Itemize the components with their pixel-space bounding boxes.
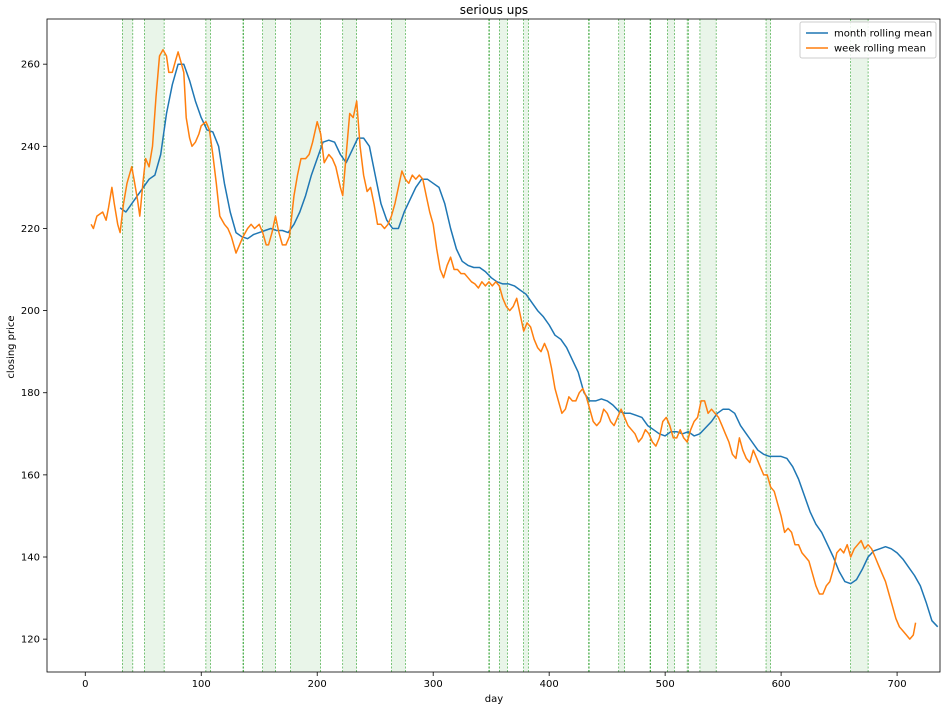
x-tick-label: 500: [656, 679, 675, 690]
y-tick-label: 220: [21, 224, 40, 235]
legend-label-month: month rolling mean: [834, 29, 932, 40]
highlight-span: [699, 19, 717, 672]
highlight-span: [618, 19, 625, 672]
x-tick-label: 0: [82, 679, 88, 690]
highlight-span: [290, 19, 321, 672]
y-tick-label: 200: [21, 306, 40, 317]
highlight-span: [766, 19, 771, 672]
highlight-span: [262, 19, 276, 672]
x-tick-label: 100: [192, 679, 211, 690]
y-tick-label: 180: [21, 388, 40, 399]
highlight-span: [667, 19, 675, 672]
highlight-span: [122, 19, 133, 672]
highlight-span: [850, 19, 869, 672]
series-line-week-rolling-mean: [90, 49, 917, 640]
y-tick-label: 140: [21, 553, 40, 564]
y-axis-label: closing price: [6, 315, 17, 378]
chart-title: serious ups: [460, 3, 528, 17]
legend: month rolling mean week rolling mean: [799, 21, 937, 59]
x-tick-label: 700: [888, 679, 907, 690]
highlight-span: [144, 19, 165, 672]
y-axis-ticks: 120 140 160 180 200 220 240 260: [21, 60, 47, 646]
legend-box: [799, 21, 937, 59]
x-tick-label: 300: [424, 679, 443, 690]
highlight-span: [342, 19, 357, 672]
legend-label-week: week rolling mean: [834, 44, 926, 55]
series-lines: [90, 49, 939, 640]
highlight-span: [205, 19, 211, 672]
series-line-month-rolling-mean: [119, 63, 939, 628]
x-tick-label: 200: [308, 679, 327, 690]
y-tick-label: 120: [21, 635, 40, 646]
plot-frame: [46, 18, 941, 673]
x-tick-label: 400: [540, 679, 559, 690]
y-tick-label: 160: [21, 470, 40, 481]
y-tick-label: 260: [21, 60, 40, 71]
x-axis-label: day: [485, 694, 503, 705]
highlight-span: [687, 19, 689, 672]
x-axis-ticks: 0 100 200 300 400 500 600 700: [82, 672, 907, 690]
highlight-span: [523, 19, 529, 672]
highlight-span: [499, 19, 508, 672]
highlight-span: [391, 19, 406, 672]
y-tick-label: 240: [21, 142, 40, 153]
x-tick-label: 600: [772, 679, 791, 690]
